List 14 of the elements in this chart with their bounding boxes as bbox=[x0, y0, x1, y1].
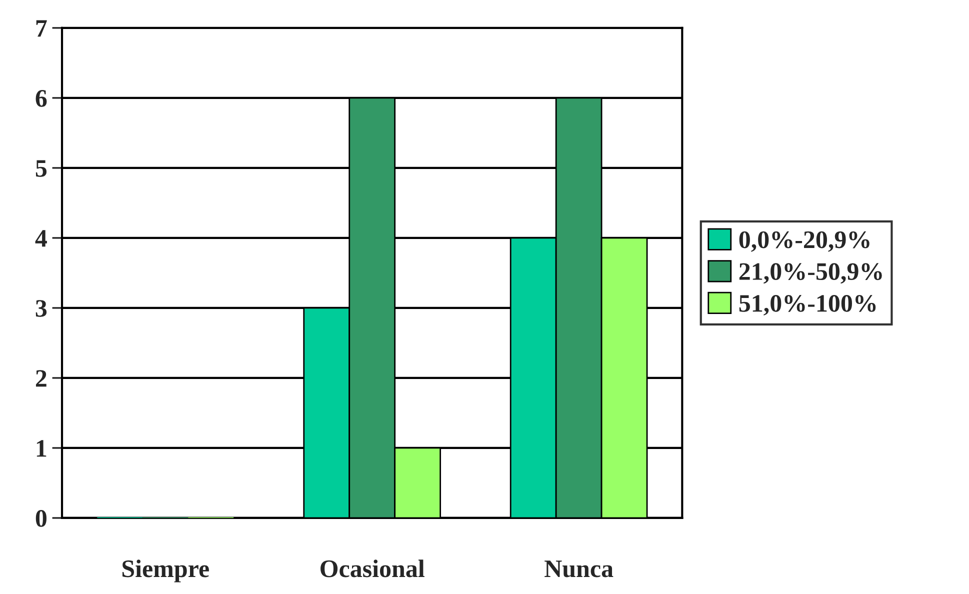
y-tick-label: 0 bbox=[36, 510, 46, 527]
x-tick-label: Siempre bbox=[122, 560, 209, 582]
x-tick-label: Ocasional bbox=[320, 560, 424, 578]
y-tick-label: 7 bbox=[36, 20, 47, 37]
y-tick-label: 4 bbox=[35, 230, 47, 247]
y-tick-label: 5 bbox=[36, 160, 47, 177]
y-tick-label: 2 bbox=[36, 370, 46, 387]
legend-label: 51,0%-100% bbox=[739, 294, 876, 316]
legend-label: 21,0%-50,9% bbox=[739, 263, 882, 284]
x-tick-label: Nunca bbox=[544, 560, 614, 578]
y-tick-label: 3 bbox=[36, 300, 47, 317]
y-tick-label: 6 bbox=[36, 90, 47, 107]
legend-label: 0,0%-20,9% bbox=[739, 231, 870, 252]
y-tick-label: 1 bbox=[36, 440, 46, 457]
